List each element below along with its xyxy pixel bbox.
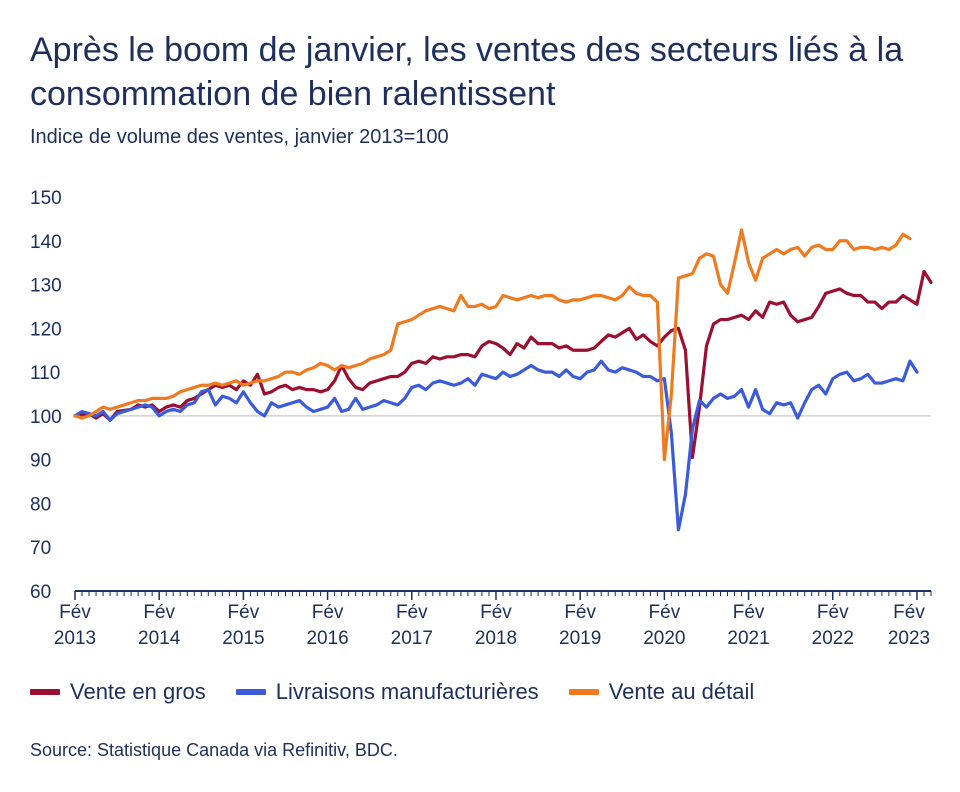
chart-title: Après le boom de janvier, les ventes des…: [30, 31, 904, 113]
x-axis: Fév 2013 Fév 2014 Fév 2015 Fév 2016 Fév 2017 Fév 20…: [54, 590, 932, 649]
y-tick-label: 130: [30, 276, 62, 297]
x-tick-month: Fév: [143, 602, 175, 623]
x-tick-month: Fév: [59, 602, 91, 623]
legend-label: Vente en gros: [70, 679, 206, 704]
x-tick-year: 2015: [222, 628, 264, 649]
series-layer: [73, 228, 933, 532]
source-note: Source: Statistique Canada via Refinitiv…: [30, 740, 398, 760]
series-line-1: [73, 269, 933, 460]
chart-subtitle: Indice de volume des ventes, janvier 201…: [30, 126, 449, 148]
y-tick-label: 140: [30, 232, 62, 253]
x-tick-year: 2016: [306, 628, 348, 649]
line-chart: 60 70 80 90 100 110 120 130 140 150 Fév 2013 Fév 201…: [30, 188, 933, 649]
y-tick-label: 70: [30, 538, 51, 559]
x-tick-month: Fév: [228, 602, 260, 623]
series-line-2: [73, 359, 919, 532]
x-tick-month: Fév: [396, 602, 428, 623]
y-tick-label: 90: [30, 451, 51, 472]
x-tick-month: Fév: [817, 602, 849, 623]
x-tick-year: 2019: [559, 628, 601, 649]
x-tick-month: Fév: [312, 602, 344, 623]
legend-swatch: [30, 689, 60, 695]
x-tick-year: 2020: [643, 628, 685, 649]
x-tick-year: 2013: [54, 628, 96, 649]
x-tick-month: Fév: [893, 602, 925, 623]
x-tick-year: 2022: [812, 628, 854, 649]
legend-label: Livraisons manufacturières: [275, 679, 539, 704]
x-tick-month: Fév: [649, 602, 681, 623]
legend-item: Livraisons manufacturières: [235, 679, 539, 705]
x-tick-year: 2017: [391, 628, 433, 649]
y-tick-label: 80: [30, 494, 51, 515]
x-tick-month: Fév: [480, 602, 512, 623]
y-tick-label: 120: [30, 319, 62, 340]
legend-item: Vente au détail: [568, 679, 755, 705]
y-tick-label: 110: [30, 363, 60, 384]
y-tick-label: 60: [30, 582, 51, 603]
x-tick-year: 2018: [475, 628, 517, 649]
x-tick-year: 2014: [138, 628, 181, 649]
legend: Vente en gros Livraisons manufacturières V…: [30, 679, 754, 705]
x-tick-year: 2023: [888, 628, 930, 649]
series-line-3: [73, 228, 912, 462]
legend-item: Vente en gros: [30, 679, 206, 705]
legend-label: Vente au détail: [608, 679, 755, 704]
x-tick-month: Fév: [564, 602, 596, 623]
y-tick-label: 150: [30, 188, 62, 209]
legend-swatch: [235, 689, 266, 695]
x-tick-year: 2021: [727, 628, 769, 649]
legend-swatch: [568, 689, 599, 695]
x-tick-month: Fév: [733, 602, 765, 623]
y-tick-label: 100: [30, 407, 62, 428]
y-axis: 60 70 80 90 100 110 120 130 140 150: [30, 188, 62, 603]
